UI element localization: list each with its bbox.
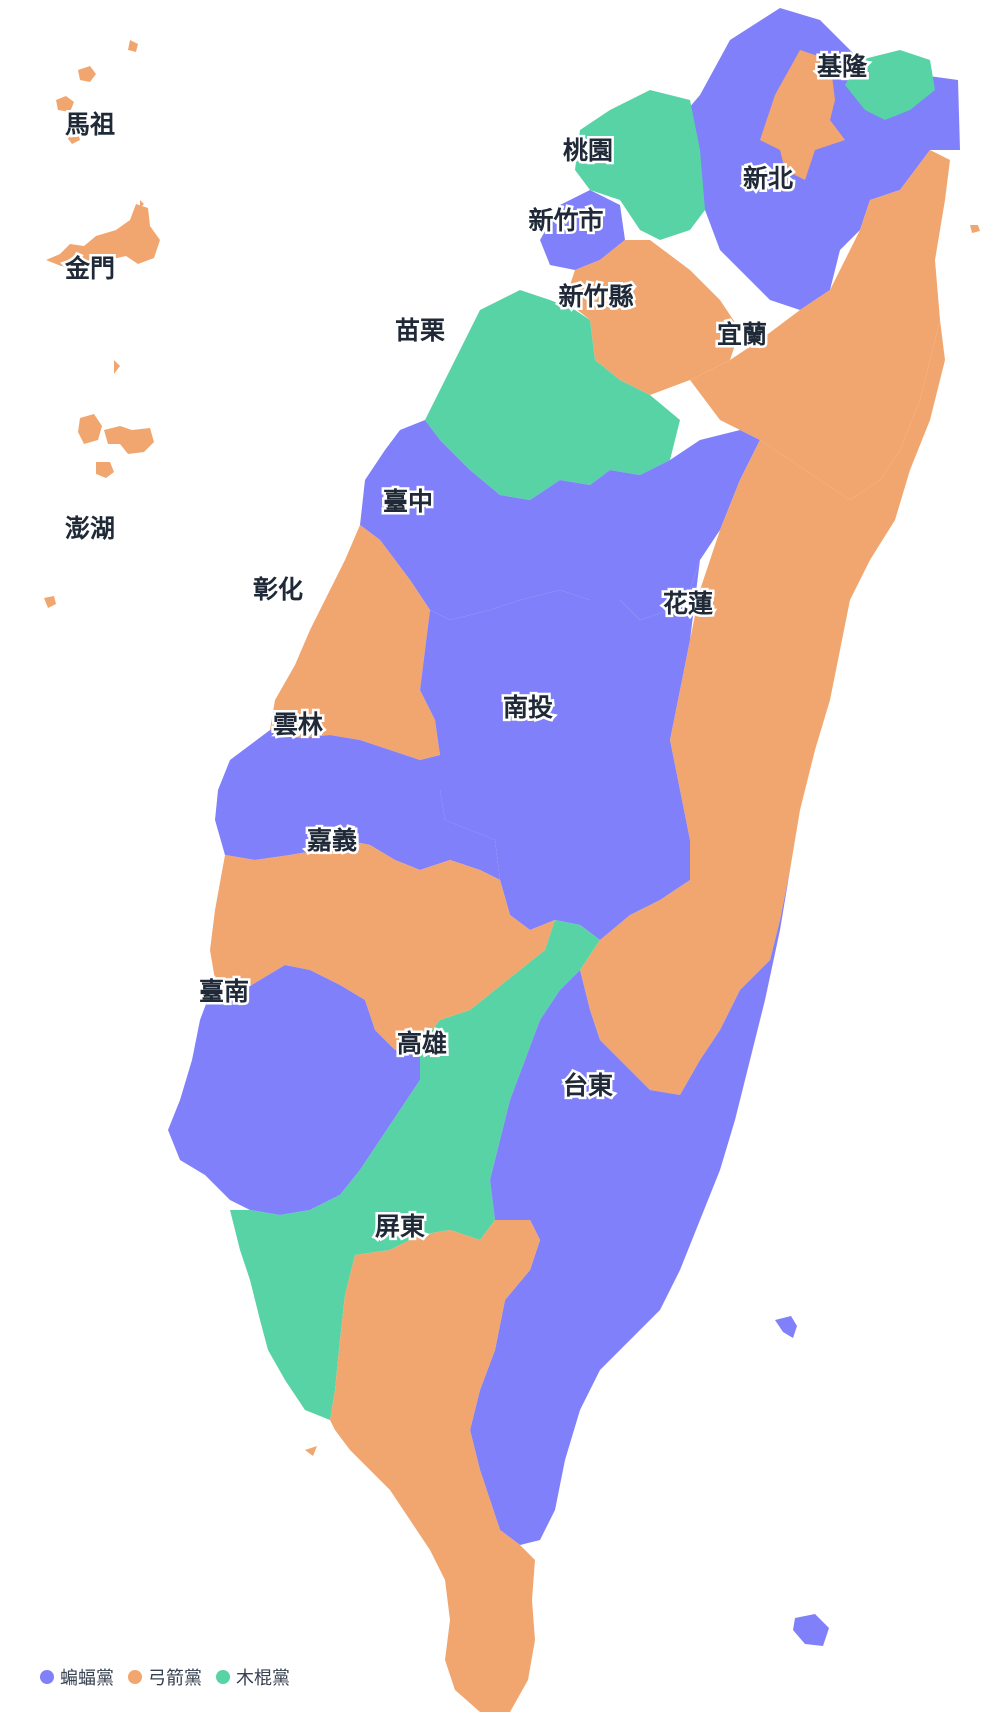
region-taichung[interactable] (360, 420, 760, 620)
region-changhua[interactable] (270, 525, 440, 760)
region-kinmen[interactable] (46, 200, 160, 268)
region-kaohsiung[interactable] (230, 920, 600, 1420)
region-label-hsinchucity: 新竹市 (528, 206, 603, 235)
region-tainan[interactable] (168, 965, 420, 1215)
region-label-pingtung: 屏東 (375, 1212, 425, 1241)
region-yilan[interactable] (690, 150, 950, 500)
region-label-yunlin: 雲林 (273, 710, 323, 739)
region-label-keelung: 基隆 (817, 52, 868, 81)
region-matsu[interactable] (56, 40, 138, 144)
legend: 蝙蝠黨 弓箭黨 木棍黨 (40, 1664, 290, 1690)
region-label-taichung: 臺中 (383, 487, 433, 516)
region-label-penghu: 澎湖 (65, 514, 115, 543)
region-taitung[interactable] (470, 870, 790, 1545)
region-hualien[interactable] (580, 320, 945, 1095)
region-label-changhua: 彰化 (253, 575, 303, 604)
region-pingtung[interactable] (305, 1220, 540, 1712)
region-label-taitung: 台東 (563, 1071, 613, 1100)
region-label-yilan: 宜蘭 (717, 320, 767, 349)
legend-item-bat: 蝙蝠黨 (40, 1664, 114, 1690)
legend-dot-stick (216, 1670, 230, 1684)
legend-label-bat: 蝙蝠黨 (60, 1668, 114, 1689)
region-label-taoyuan: 桃園 (563, 136, 613, 165)
legend-label-arrow: 弓箭黨 (148, 1668, 202, 1689)
legend-label-stick: 木棍黨 (236, 1668, 290, 1689)
region-taipei[interactable] (760, 50, 845, 180)
legend-item-arrow: 弓箭黨 (128, 1664, 202, 1690)
region-label-chiayi: 嘉義 (307, 826, 357, 855)
region-keelung[interactable] (845, 50, 935, 120)
legend-dot-arrow (128, 1670, 142, 1684)
region-taoyuan[interactable] (575, 90, 705, 240)
legend-dot-bat (40, 1670, 54, 1684)
region-miaoli[interactable] (425, 290, 680, 500)
region-label-hsinchucounty: 新竹縣 (558, 282, 633, 311)
region-label-newtaipei: 新北 (743, 164, 793, 193)
region-label-tainan: 臺南 (199, 977, 249, 1006)
region-label-nantou: 南投 (503, 693, 553, 722)
region-hsinchucity[interactable] (540, 190, 625, 270)
region-hsinchucounty[interactable] (565, 240, 740, 395)
region-yunlin[interactable] (215, 730, 500, 880)
region-islet-east[interactable] (775, 1316, 829, 1646)
region-label-kaohsiung: 高雄 (397, 1029, 447, 1058)
region-label-hualien: 花蓮 (663, 589, 713, 618)
region-label-kinmen: 金門 (64, 254, 115, 283)
region-label-miaoli: 苗栗 (395, 316, 445, 345)
region-label-matsu: 馬祖 (65, 110, 115, 139)
region-islet-ne[interactable] (970, 225, 980, 233)
legend-item-stick: 木棍黨 (216, 1664, 290, 1690)
region-penghu[interactable] (44, 360, 154, 608)
region-chiayi[interactable] (210, 840, 555, 1050)
region-nantou[interactable] (420, 560, 700, 940)
